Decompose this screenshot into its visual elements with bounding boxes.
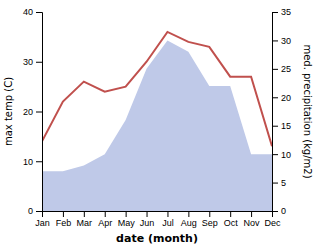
y-tick: 20 xyxy=(23,107,42,117)
y-tick-mark xyxy=(36,161,42,162)
y2-tick: 35 xyxy=(272,7,291,17)
x-tick-label: Feb xyxy=(56,218,72,228)
y2-axis: 0 5 10 15 20 25 30 35 xyxy=(272,7,291,216)
y2-tick: 15 xyxy=(272,121,291,131)
x-tick: Jan xyxy=(35,211,50,228)
x-tick-mark xyxy=(167,211,168,217)
y2-tick: 20 xyxy=(272,93,291,103)
x-tick: Aug xyxy=(181,211,197,228)
x-tick-mark xyxy=(230,211,231,217)
temperature-line xyxy=(42,32,272,146)
y-tick: 40 xyxy=(23,7,42,17)
y2-tick-mark xyxy=(272,183,278,184)
y2-tick: 0 xyxy=(272,206,286,216)
chart: JanFebMarAprMayJunJulAugSepOctNovDec0102… xyxy=(0,0,318,247)
x-tick-label: Mar xyxy=(77,218,93,228)
x-tick-label: Apr xyxy=(98,218,112,228)
x-tick-label: Jul xyxy=(162,218,174,228)
y2-tick-mark xyxy=(272,12,278,13)
y-tick: 30 xyxy=(23,57,42,67)
x-tick-mark xyxy=(251,211,252,217)
x-axis: Jan Feb Mar Apr May Jun Jul Aug Sep Oct NovDec xyxy=(35,211,281,228)
y-tick-label: 30 xyxy=(23,57,33,67)
y2-tick-label: 20 xyxy=(281,93,291,103)
x-tick: Feb xyxy=(56,211,72,228)
y-tick-mark xyxy=(36,12,42,13)
y2-tick-label: 25 xyxy=(281,64,291,74)
y-tick-mark xyxy=(36,211,42,212)
y-axis-line xyxy=(36,13,43,212)
x-tick-mark xyxy=(188,211,189,217)
y-tick-label: 40 xyxy=(23,7,33,17)
y2-tick-label: 10 xyxy=(281,150,291,160)
y-tick: 0 xyxy=(28,206,42,216)
y-axis-title: max temp (C) xyxy=(3,77,14,146)
y2-tick: 25 xyxy=(272,64,291,74)
x-tick-mark xyxy=(84,211,85,217)
y2-tick-mark xyxy=(272,40,278,41)
y2-tick-label: 30 xyxy=(281,36,291,46)
x-axis-title: date (month) xyxy=(116,232,198,245)
y2-axis-title: med. precipitation (kg/m2) xyxy=(302,44,313,178)
x-axis-line xyxy=(43,212,273,218)
x-tick-label: May xyxy=(118,218,136,228)
precipitation-area xyxy=(42,40,272,211)
y-tick-label: 20 xyxy=(23,107,33,117)
y2-axis-line xyxy=(273,13,279,212)
x-tick-mark xyxy=(147,211,148,217)
x-tick: Jul xyxy=(162,211,174,228)
x-tick: Apr xyxy=(98,211,112,228)
y2-tick-mark xyxy=(272,126,278,127)
y2-tick-mark xyxy=(272,211,278,212)
y2-tick-label: 5 xyxy=(281,178,286,188)
y-tick-label: 0 xyxy=(28,206,33,216)
marks xyxy=(42,32,272,211)
y2-tick: 10 xyxy=(272,150,291,160)
y2-tick: 30 xyxy=(272,36,291,46)
x-tick: Jun xyxy=(140,211,155,228)
y-tick-mark xyxy=(36,112,42,113)
y2-tick: 5 xyxy=(272,178,286,188)
x-tick-mark xyxy=(105,211,106,217)
x-tick: Sep xyxy=(202,211,218,228)
x-tick: May xyxy=(118,211,136,228)
y2-tick-mark xyxy=(272,154,278,155)
x-tick: Nov xyxy=(244,211,261,228)
x-tick-label: Sep xyxy=(202,218,218,228)
x-tick-label: Nov xyxy=(244,218,261,228)
x-tick-label: Oct xyxy=(224,218,239,228)
y2-tick-label: 15 xyxy=(281,121,291,131)
y-axis: 0 10 20 30 40 xyxy=(23,7,43,216)
y2-tick-mark xyxy=(272,97,278,98)
plot: JanFebMarAprMayJunJulAugSepOctNovDec0102… xyxy=(3,7,313,245)
x-tick: Oct xyxy=(224,211,239,228)
x-tick-mark xyxy=(63,211,64,217)
y-tick: 10 xyxy=(23,157,42,167)
y2-tick-label: 35 xyxy=(281,7,291,17)
y2-tick-label: 0 xyxy=(281,206,286,216)
y-tick-mark xyxy=(36,62,42,63)
x-tick: Mar xyxy=(77,211,93,228)
x-tick-label: Dec xyxy=(264,218,281,228)
x-tick-label: Aug xyxy=(181,218,197,228)
x-tick-label: Jun xyxy=(140,218,155,228)
x-tick: Dec xyxy=(264,211,281,228)
x-tick-mark xyxy=(209,211,210,217)
x-tick-mark xyxy=(126,211,127,217)
x-tick-label: Jan xyxy=(35,218,50,228)
y-tick-label: 10 xyxy=(23,157,33,167)
y2-tick-mark xyxy=(272,69,278,70)
